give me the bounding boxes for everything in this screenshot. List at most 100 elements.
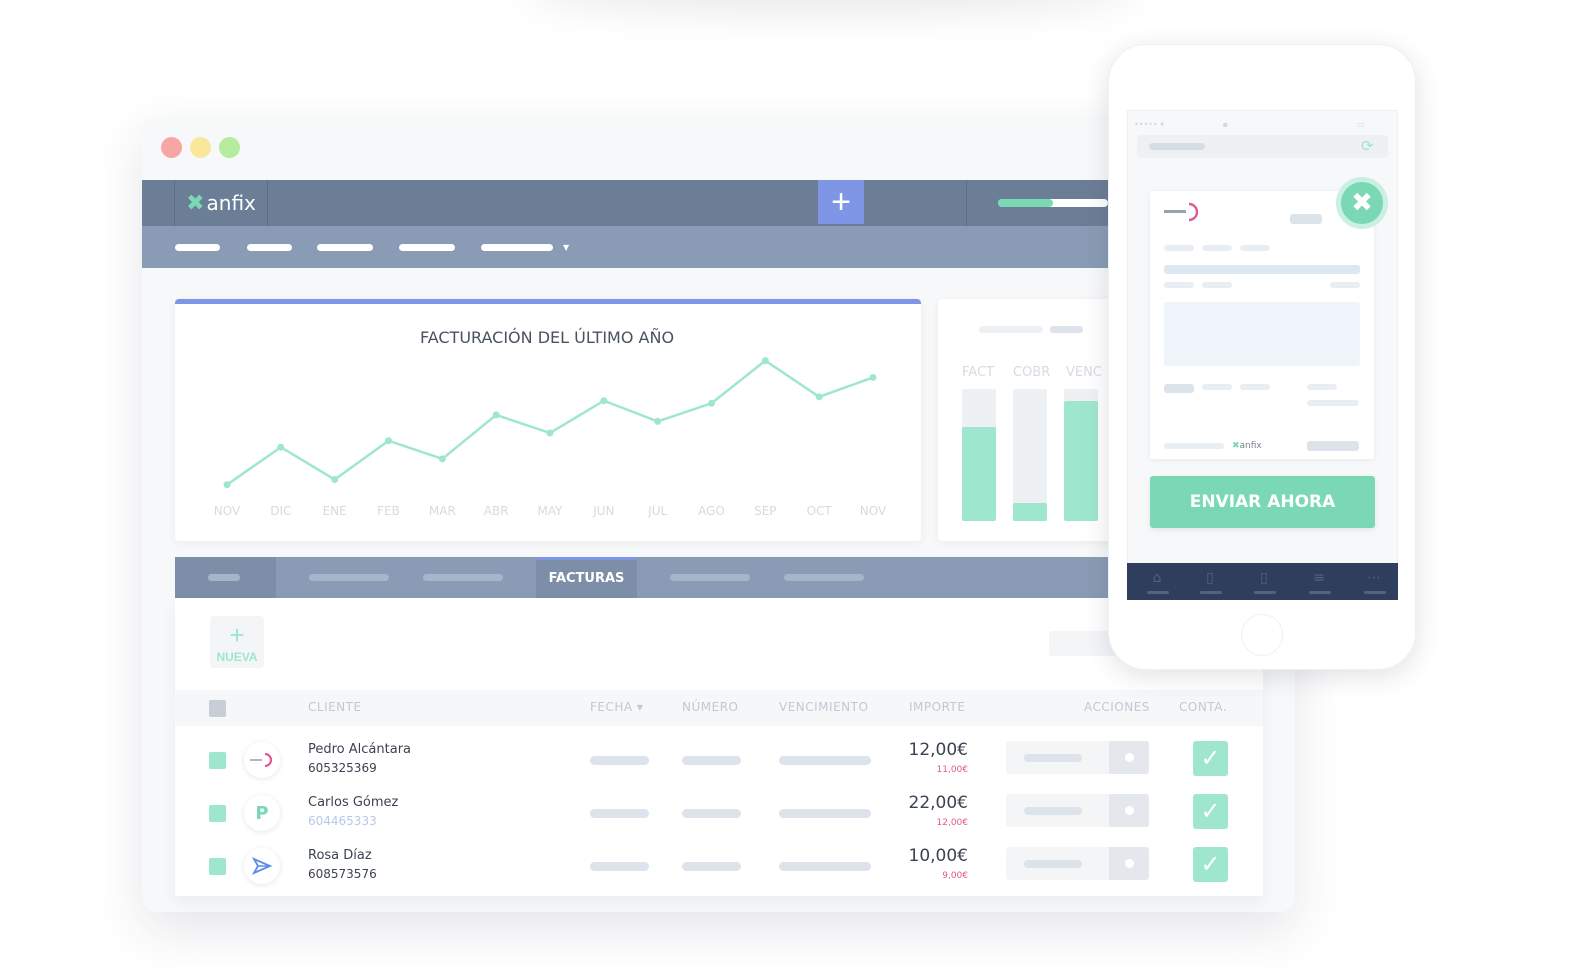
row-checkbox[interactable] [209, 858, 226, 875]
invoice-line [1164, 265, 1360, 274]
tab-1-label [208, 574, 240, 581]
progress-bar [998, 199, 1108, 207]
column-numero[interactable]: NÚMERO [682, 700, 739, 714]
invoice-field [1164, 245, 1194, 251]
bar-header-cobr: COBR [1013, 365, 1051, 380]
bar-venc [1064, 389, 1098, 521]
phone-home-button[interactable] [1241, 614, 1283, 656]
nav-item-3[interactable] [317, 244, 373, 251]
column-acciones: ACCIONES [1084, 700, 1150, 714]
client-name[interactable]: Pedro Alcántara [308, 742, 412, 757]
date-placeholder [590, 809, 649, 818]
more-icon[interactable]: ⋯ [1367, 570, 1381, 586]
client-avatar [244, 742, 280, 778]
client-avatar: P [244, 795, 280, 831]
window-close-button[interactable] [161, 137, 182, 158]
bar-venc-fill [1064, 400, 1098, 521]
invoice-field [1240, 384, 1270, 390]
tab-facturas[interactable]: FACTURAS [536, 557, 637, 598]
bar-header-fact: FACT [962, 365, 994, 380]
column-importe[interactable]: IMPORTE [909, 700, 966, 714]
bar-cobr [1013, 389, 1047, 521]
select-all-checkbox[interactable] [209, 700, 226, 717]
client-phone: 605325369 [308, 761, 377, 775]
column-cliente[interactable]: CLIENTE [308, 700, 362, 714]
close-icon[interactable]: ✖ [1336, 177, 1388, 229]
invoice-field [1307, 441, 1359, 451]
new-invoice-button[interactable]: + NUEVA [210, 616, 264, 668]
anfix-logo-text: anfix [206, 191, 256, 215]
invoice-amount: 12,00€ [908, 740, 968, 760]
phone-url-bar[interactable] [1137, 135, 1388, 158]
nav-item-5-dropdown[interactable] [481, 244, 553, 251]
progress-fill [998, 199, 1053, 207]
window-maximize-button[interactable] [219, 137, 240, 158]
action-menu-button[interactable] [1109, 847, 1149, 880]
add-button[interactable]: + [818, 180, 864, 224]
plus-icon: + [831, 183, 851, 221]
due-date-placeholder [779, 809, 871, 818]
bar-card-title-placeholder [979, 326, 1043, 333]
bar-fact [962, 389, 996, 521]
action-pill [1024, 860, 1082, 868]
invoice-footer-logo-text: anfix [1239, 441, 1262, 451]
refresh-icon[interactable]: ⟳ [1361, 137, 1374, 155]
toolbar-filter[interactable] [1049, 631, 1119, 656]
home-icon[interactable]: ⌂ [1152, 570, 1162, 586]
document-icon[interactable]: ▯ [1260, 570, 1268, 586]
document-icon[interactable]: ▯ [1206, 570, 1214, 586]
row-actions[interactable] [1006, 794, 1149, 827]
anfix-logo[interactable]: ✖ anfix [174, 180, 268, 226]
row-checkbox[interactable] [209, 805, 226, 822]
bar-cobr-fill [1013, 502, 1047, 521]
tab-5[interactable] [670, 574, 750, 581]
tab-indicator [1254, 591, 1276, 594]
number-placeholder [682, 756, 741, 765]
accounting-check[interactable]: ✓ [1193, 847, 1228, 882]
invoice-field [1330, 282, 1360, 288]
client-name[interactable]: Rosa Díaz [308, 848, 372, 863]
number-placeholder [682, 809, 741, 818]
anfix-logo-mark: ✖ [1232, 441, 1240, 451]
window-minimize-button[interactable] [190, 137, 211, 158]
action-menu-button[interactable] [1109, 794, 1149, 827]
column-conta: CONTA. [1179, 700, 1228, 714]
url-placeholder [1149, 143, 1205, 150]
accounting-check[interactable]: ✓ [1193, 794, 1228, 829]
accounting-check[interactable]: ✓ [1193, 741, 1228, 776]
nav-item-4[interactable] [399, 244, 455, 251]
tab-3[interactable] [423, 574, 503, 581]
client-name[interactable]: Carlos Gómez [308, 795, 399, 810]
column-vencimiento[interactable]: VENCIMIENTO [779, 700, 869, 714]
row-actions[interactable] [1006, 741, 1149, 774]
action-menu-button[interactable] [1109, 741, 1149, 774]
invoice-field [1164, 282, 1194, 288]
action-pill [1024, 754, 1082, 762]
invoice-amount: 10,00€ [908, 846, 968, 866]
due-date-placeholder [779, 756, 871, 765]
column-fecha[interactable]: FECHA ▾ [590, 700, 644, 714]
tab-6[interactable] [784, 574, 864, 581]
nav-item-1[interactable] [175, 244, 220, 251]
send-now-button[interactable]: ENVIAR AHORA [1150, 476, 1375, 528]
paper-plane-icon [252, 857, 272, 875]
bar-fact-fill [962, 427, 996, 521]
invoice-amount: 22,00€ [908, 793, 968, 813]
date-placeholder [590, 756, 649, 765]
row-actions[interactable] [1006, 847, 1149, 880]
nav-item-2[interactable] [247, 244, 292, 251]
list-icon[interactable]: ≡ [1313, 570, 1325, 586]
invoice-field [1202, 245, 1232, 251]
plus-icon: + [229, 620, 245, 650]
date-placeholder [590, 862, 649, 871]
meeting-logo-icon [250, 752, 273, 768]
chevron-down-icon: ▼ [563, 243, 570, 252]
tab-2[interactable] [309, 574, 389, 581]
meeting-logo-icon [1164, 202, 1199, 222]
invoice-sub-amount: 9,00€ [942, 871, 968, 881]
invoice-field [1290, 214, 1322, 224]
tab-indicator [1309, 591, 1331, 594]
row-checkbox[interactable] [209, 752, 226, 769]
tab-indicator [1200, 591, 1222, 594]
new-invoice-label: NUEVA [216, 650, 258, 664]
